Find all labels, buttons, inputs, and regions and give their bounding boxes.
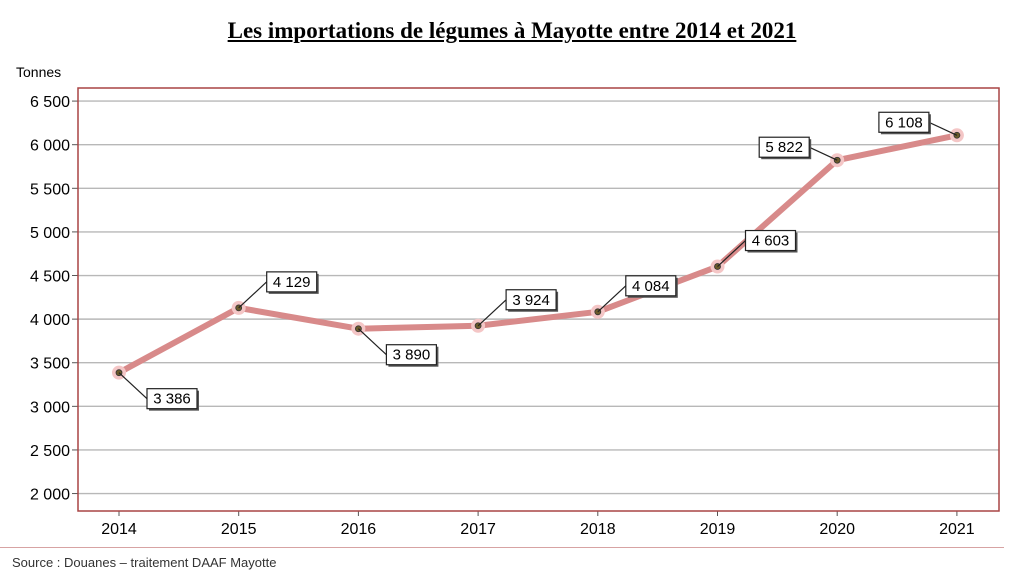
y-tick-labels: 2 000 2 500 3 000 3 500 4 000 4 500 5 000 5 500… xyxy=(30,94,70,503)
y-tick-label: 3 000 xyxy=(30,399,70,416)
series-line xyxy=(116,132,960,376)
data-label-leader xyxy=(928,121,958,136)
data-label-box xyxy=(744,229,797,252)
x-tick-label: 2017 xyxy=(460,521,496,538)
data-label-leader xyxy=(597,285,627,313)
y-tick-label: 5 500 xyxy=(30,181,70,198)
y-tick-label: 3 500 xyxy=(30,356,70,373)
y-tick-label: 2 000 xyxy=(30,487,70,504)
data-label-box xyxy=(878,111,930,133)
x-tick-label: 2021 xyxy=(939,521,975,538)
x-tick-label: 2019 xyxy=(700,521,736,538)
data-label: 3 890 xyxy=(393,347,431,364)
data-label: 3 386 xyxy=(153,391,191,408)
data-label-leader xyxy=(477,299,507,327)
x-tick-label: 2018 xyxy=(580,521,616,538)
source-divider xyxy=(0,547,1004,548)
data-labels: 3 386 4 129 3 890 3 924 4 084 4 603 5 822 6 108 xyxy=(118,111,958,411)
data-label-leader xyxy=(717,240,746,267)
x-tick-label: 2020 xyxy=(819,521,855,538)
data-label-leader xyxy=(357,328,387,356)
y-tick-label: 6 000 xyxy=(30,138,70,155)
y-tick-label: 6 500 xyxy=(30,94,70,111)
data-label-box xyxy=(385,344,437,366)
plot-frame xyxy=(77,87,1000,512)
y-axis-unit-label: Tonnes xyxy=(16,64,61,80)
grid-lines xyxy=(72,100,999,495)
chart-title: Les importations de légumes à Mayotte en… xyxy=(227,18,797,43)
data-label: 3 924 xyxy=(512,292,550,309)
y-tick-label: 4 500 xyxy=(30,269,70,286)
data-label: 4 129 xyxy=(273,274,311,291)
y-tick-label: 5 000 xyxy=(30,225,70,242)
data-label: 6 108 xyxy=(885,114,923,131)
y-tick-label: 2 500 xyxy=(30,443,70,460)
data-label: 4 084 xyxy=(632,278,670,295)
x-tick-labels: 2014 2015 2016 2017 2018 2019 2020 2021 xyxy=(101,511,975,538)
x-tick-label: 2014 xyxy=(101,521,137,538)
data-label-leader xyxy=(808,146,838,161)
data-points xyxy=(112,128,964,380)
data-label-box xyxy=(625,275,677,297)
data-label: 4 603 xyxy=(752,233,790,250)
source-note: Source : Douanes – traitement DAAF Mayot… xyxy=(12,555,277,570)
series-polyline xyxy=(116,132,960,376)
data-label-leader xyxy=(118,372,148,400)
x-tick-label: 2016 xyxy=(341,521,377,538)
data-label-box xyxy=(266,271,318,293)
y-tick-label: 4 000 xyxy=(30,312,70,329)
data-label-box xyxy=(505,289,557,311)
x-tick-label: 2015 xyxy=(221,521,257,538)
data-label: 5 822 xyxy=(765,139,803,156)
data-label-leader xyxy=(238,281,268,309)
data-label-box xyxy=(758,136,810,158)
data-label-box xyxy=(146,388,198,410)
